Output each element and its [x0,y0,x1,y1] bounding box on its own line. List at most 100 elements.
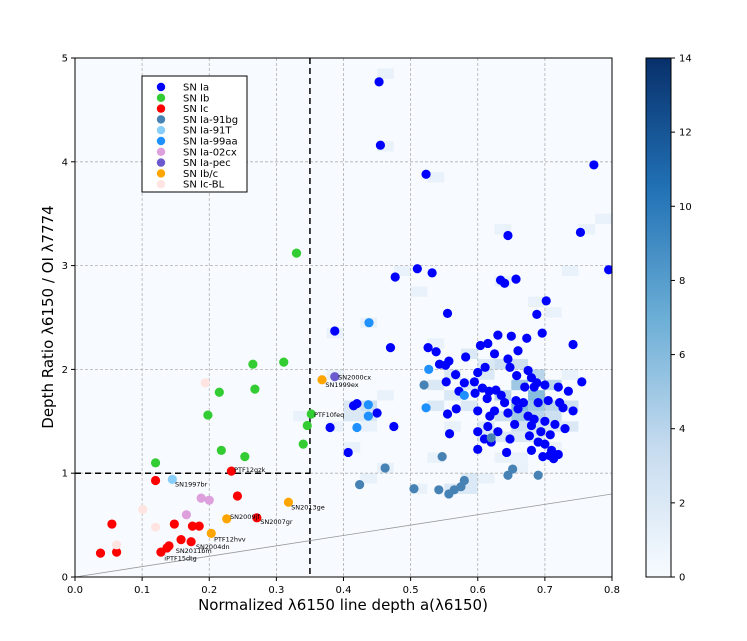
y-tick-label: 5 [62,54,68,65]
heatmap-cell [511,379,529,391]
point-sn-ia-91t [167,474,177,485]
point-sn-ia [385,343,396,353]
point-sn-ia-91bg [533,470,543,480]
legend-marker [156,158,166,167]
heatmap-cell [410,286,428,297]
heatmap-cell [494,452,512,463]
heatmap-cell [494,410,512,422]
point-sn-ib [298,439,308,449]
heatmap-cell [561,400,579,411]
point-sn-ia-99aa [352,422,362,433]
heatmap-cell [444,390,461,401]
point-sn-ia [553,382,563,392]
heatmap-cell [427,338,445,349]
point-sn-ib [203,410,213,420]
point-sn-ia [493,330,503,340]
legend-label: SN Ic-BL [183,180,225,191]
legend-label: SN Ib [183,93,209,104]
point-sn-ia [558,403,568,413]
heatmap-cell [528,390,545,401]
point-sn-ia [423,343,433,353]
point-sn-ic [150,475,161,486]
heatmap-cell [444,421,461,432]
heatmap-cell [511,462,529,474]
point-sn-ib [302,420,312,431]
point-annotation: SN2000cx [338,374,371,382]
point-sn-ic-bl [200,378,210,388]
heatmap-cell [578,224,596,235]
point-sn-ia [523,365,533,376]
point-sn-ic [226,466,237,476]
heatmap-cell [544,307,562,318]
point-sn-ia [526,420,537,431]
y-tick-label: 4 [62,157,68,168]
y-tick-label: 2 [62,365,68,376]
point-sn-ia [412,264,422,274]
heatmap-cell [477,473,495,484]
x-tick-label: 0.0 [67,585,83,596]
legend-marker [156,126,166,135]
point-annotation: SN2011bm [176,547,212,555]
legend-marker [156,93,166,103]
colorbar-tick-label: 12 [679,128,692,139]
point-sn-ia [470,388,480,398]
heatmap-cell [343,410,361,422]
heatmap-cell [293,410,310,422]
point-sn-ia [483,338,493,349]
colorbar-tick-label: 6 [679,350,685,361]
heatmap-cell [494,224,512,235]
legend-label: SN Ic [183,104,208,115]
point-sn-ia-91bg [355,480,365,490]
point-sn-ia-91bg [434,485,444,495]
point-sn-ia-02cx [181,510,192,520]
point-sn-ic-bl [112,540,122,550]
legend-marker [156,147,166,156]
heatmap-cell [460,348,478,360]
heatmap-cell [377,68,394,79]
heatmap-cell [460,483,478,494]
point-sn-ia [512,371,522,381]
heatmap-cell [410,483,428,494]
point-sn-ia [520,382,530,392]
heatmap-cell [544,410,562,422]
point-annotation: SN2013ge [291,503,325,511]
point-annotation: SN2004dn [196,543,230,551]
point-sn-ia [560,423,570,434]
point-sn-ia [568,406,578,416]
heatmap-cell [326,421,344,432]
y-tick-label: 3 [62,261,68,272]
colorbar [645,57,672,578]
legend-label: SN Ia-pec [183,158,231,169]
x-tick-label: 0.5 [403,585,419,596]
heatmap-cell [544,400,562,411]
legend-marker [156,104,166,113]
legend-label: SN Ia-91T [183,126,232,137]
legend-label: SN Ia-91bg [183,115,238,126]
heatmap-cell [427,172,445,183]
point-sn-ic-bl [150,522,161,532]
point-sn-ic-bl [138,504,148,515]
point-sn-ia [550,419,560,430]
colorbar-tick-label: 14 [679,54,692,65]
point-sn-ia [513,346,523,356]
point-sn-ia [459,378,469,388]
heatmap-cell [561,265,579,276]
point-sn-ib-c [222,514,232,524]
point-sn-ic [176,535,186,545]
point-sn-ia [469,377,479,387]
point-sn-ia [441,377,451,387]
point-sn-ia [568,339,578,350]
point-sn-ib-c [206,528,216,539]
point-sn-ia [545,430,555,440]
point-annotation: SN2009jf [230,513,260,521]
point-annotation: PTF12hvv [214,536,246,544]
point-sn-ia [343,447,353,458]
point-annotation: PTF12gzk [234,466,265,474]
point-sn-ia [518,398,528,408]
point-sn-ia [442,308,453,318]
point-sn-ia [604,265,612,275]
point-sn-ia [461,352,471,362]
heatmap-cell [528,421,545,432]
y-axis-label: Depth Ratio λ6150 / OI λ7774 [39,205,57,428]
